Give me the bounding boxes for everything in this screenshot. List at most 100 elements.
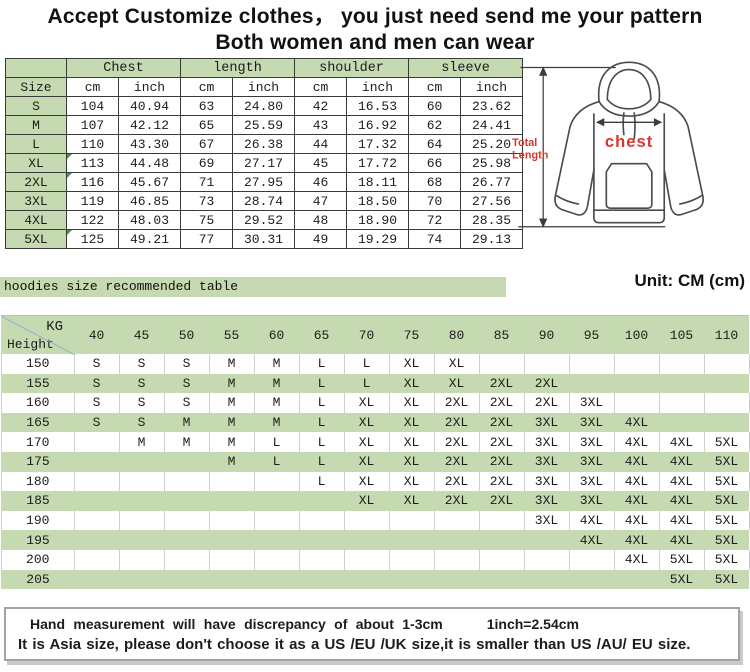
note-inch-conversion: 1inch=2.54cm <box>486 616 579 632</box>
rec-size-cell <box>569 569 614 590</box>
rec-size-cell <box>614 354 660 374</box>
rec-size-cell: 5XL <box>659 569 704 590</box>
size-row-5XL: 5XL 125 49.21 77 30.31 49 19.29 74 29.13 <box>5 229 523 249</box>
rec-size-cell: M <box>254 393 300 413</box>
size-value-cell: 74 <box>408 229 461 249</box>
rec-row-150: 150 S S S M M L L XL XL <box>1 354 750 374</box>
rec-size-cell <box>299 569 344 590</box>
size-value-cell: 62 <box>408 115 461 135</box>
size-table-unit-row: Size cm inch cm inch cm inch cm inch <box>5 77 523 97</box>
rec-size-cell <box>659 373 704 394</box>
rec-size-cell <box>389 549 435 570</box>
size-value-cell: 122 <box>66 210 119 230</box>
weight-header-40: 40 <box>74 315 119 354</box>
rec-size-cell: 3XL <box>569 451 614 472</box>
size-value-cell: 75 <box>180 210 233 230</box>
size-row-S: S 104 40.94 63 24.80 42 16.53 60 23.62 <box>5 96 523 116</box>
rec-size-cell <box>479 354 525 374</box>
note-box: Hand measurement will have discrepancy o… <box>4 607 740 661</box>
cuff-right <box>678 194 703 205</box>
rec-size-cell <box>344 549 390 570</box>
rec-size-cell: 2XL <box>479 432 525 452</box>
size-value-cell: 24.80 <box>232 96 295 116</box>
arrowhead-down <box>539 218 548 228</box>
garment-size-table: Chest length shoulder sleeve Size cm inch cm inc… <box>5 58 523 249</box>
rec-size-cell <box>209 491 254 511</box>
note-measure-text: Hand measurement will have discrepancy o… <box>30 616 443 632</box>
size-value-cell: 27.56 <box>460 191 523 211</box>
size-value-cell: 43.30 <box>118 134 181 154</box>
weight-header-80: 80 <box>434 315 479 354</box>
rec-size-cell <box>434 569 479 590</box>
arrowhead-up <box>539 66 548 76</box>
group-header-shoulder: shoulder <box>294 58 409 78</box>
rec-size-cell: 4XL <box>614 451 659 472</box>
rec-size-cell <box>344 569 389 590</box>
rec-size-cell <box>524 530 569 550</box>
rec-row-155: 155 S S S M M L L XL XL 2XL 2XL <box>1 373 749 394</box>
size-value-cell: 77 <box>180 229 233 249</box>
rec-size-cell: L <box>299 471 345 492</box>
rec-size-cell: 3XL <box>524 432 570 452</box>
torso <box>593 113 666 224</box>
rec-size-cell: 4XL <box>659 432 705 452</box>
rec-size-cell: 4XL <box>659 471 705 492</box>
rec-size-cell <box>479 549 525 570</box>
size-label-L: L <box>5 134 67 154</box>
size-value-cell: 16.53 <box>346 96 409 116</box>
rec-size-cell <box>479 510 525 531</box>
rec-size-cell: 2XL <box>434 491 479 511</box>
rec-size-cell: 4XL <box>659 530 704 550</box>
size-value-cell: 72 <box>408 210 461 230</box>
rec-size-cell <box>164 510 210 531</box>
rec-size-cell: M <box>209 393 255 413</box>
rec-size-cell <box>164 549 210 570</box>
unit-cm-header: cm <box>408 77 461 97</box>
rec-size-cell: 2XL <box>479 471 525 492</box>
size-value-cell: 47 <box>294 191 347 211</box>
rec-size-cell: M <box>209 451 254 472</box>
rec-size-cell: L <box>344 354 390 374</box>
size-value-cell: 46.85 <box>118 191 181 211</box>
weight-header-55: 55 <box>209 315 254 354</box>
rec-size-cell <box>254 549 300 570</box>
rec-size-cell <box>74 451 119 472</box>
rec-size-cell: S <box>119 373 164 394</box>
rec-size-cell <box>74 510 120 531</box>
rec-size-cell <box>704 412 749 433</box>
rec-size-cell <box>74 471 120 492</box>
size-value-cell: 119 <box>66 191 119 211</box>
size-value-cell: 48 <box>294 210 347 230</box>
size-value-cell: 23.62 <box>460 96 523 116</box>
hoodie-outline <box>554 61 704 224</box>
size-value-cell: 27.95 <box>232 172 295 192</box>
rec-size-cell <box>74 491 119 511</box>
rec-size-cell: M <box>254 412 299 433</box>
rec-size-cell: 2XL <box>479 451 524 472</box>
rec-size-cell <box>704 393 750 413</box>
hood-inner <box>606 68 652 101</box>
size-value-cell: 26.77 <box>460 172 523 192</box>
size-value-cell: 45.67 <box>118 172 181 192</box>
size-value-cell: 44 <box>294 134 347 154</box>
rec-size-cell: XL <box>434 354 480 374</box>
rec-size-cell: 2XL <box>479 393 525 413</box>
rec-size-cell <box>344 510 390 531</box>
rec-row-185: 185 XL XL 2XL 2XL 3XL 3XL 4XL 4XL 5XL <box>1 491 749 511</box>
size-row-4XL: 4XL 122 48.03 75 29.52 48 18.90 72 28.35 <box>5 210 523 230</box>
rec-row-195: 195 4XL 4XL 4XL 5XL <box>1 530 749 550</box>
size-value-cell: 27.17 <box>232 153 295 173</box>
size-value-cell: 60 <box>408 96 461 116</box>
rec-size-cell: XL <box>344 412 389 433</box>
height-cell-170: 170 <box>1 432 75 452</box>
rec-size-cell <box>74 569 119 590</box>
rec-size-cell <box>434 510 480 531</box>
group-header-length: length <box>180 58 295 78</box>
size-value-cell: 73 <box>180 191 233 211</box>
rec-size-cell <box>569 354 615 374</box>
drawstring-left <box>622 112 625 136</box>
rec-size-cell <box>299 491 344 511</box>
rec-size-cell <box>479 569 524 590</box>
rec-size-cell <box>209 549 255 570</box>
rec-row-165: 165 S S M M M L XL XL 2XL 2XL 3XL 3XL 4XL <box>1 412 749 433</box>
